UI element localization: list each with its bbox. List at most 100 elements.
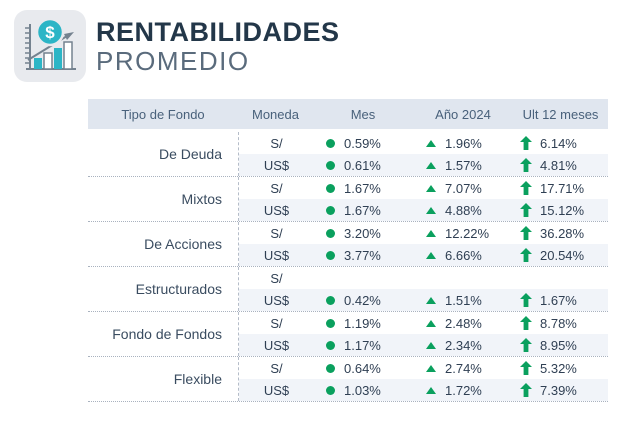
fund-name: De Acciones <box>144 236 222 252</box>
triangle-up-icon <box>426 296 436 304</box>
anio-cell: 2.74% <box>414 361 514 376</box>
arrow-up-icon <box>520 158 532 172</box>
currency-label: US$ <box>263 337 290 353</box>
ult-value: 15.12% <box>540 202 585 218</box>
triangle-up-icon <box>426 386 436 394</box>
mes-value: 1.67% <box>344 180 381 196</box>
anio-cell: 7.07% <box>414 181 514 196</box>
currency-label: US$ <box>263 382 290 398</box>
anio-cell: 1.51% <box>414 293 514 308</box>
ult-value: 4.81% <box>540 157 577 173</box>
green-dot-icon <box>326 228 335 238</box>
anio-cell: 1.57% <box>414 158 514 173</box>
table-row: US$ 3.77% 6.66% 20.54% <box>239 244 608 266</box>
anio-value: 2.48% <box>445 315 482 331</box>
anio-value: 2.74% <box>445 360 482 376</box>
col-header-moneda: Moneda <box>252 106 299 122</box>
anio-value: 6.66% <box>445 247 482 263</box>
fund-group-de-acciones: De Acciones S/ 3.20% 12.22% 36.28% US$ 3… <box>88 222 608 267</box>
ult-cell: 4.81% <box>514 158 609 173</box>
mes-cell: 3.77% <box>314 248 414 263</box>
anio-cell: 1.96% <box>414 136 514 151</box>
green-dot-icon <box>326 138 335 148</box>
anio-value: 7.07% <box>445 180 482 196</box>
green-dot-icon <box>326 160 335 170</box>
arrow-up-icon <box>520 203 532 217</box>
green-dot-icon <box>326 183 335 193</box>
mes-value: 0.64% <box>344 360 381 376</box>
fund-name: Fondo de Fondos <box>112 326 222 342</box>
anio-value: 1.51% <box>445 292 482 308</box>
currency-label: S/ <box>270 360 283 376</box>
triangle-up-icon <box>426 184 436 192</box>
ult-value: 8.95% <box>540 337 577 353</box>
dollar-bar-chart-icon: $ <box>14 10 86 82</box>
table-row: S/ <box>239 267 608 289</box>
arrow-up-icon <box>520 361 532 375</box>
ult-cell: 5.32% <box>514 361 609 376</box>
triangle-up-icon <box>426 139 436 147</box>
green-dot-icon <box>326 363 335 373</box>
col-header-tipo-de-fondo: Tipo de Fondo <box>121 106 205 122</box>
currency-label: US$ <box>263 292 290 308</box>
currency-label: S/ <box>270 225 283 241</box>
mes-cell: 0.59% <box>314 136 414 151</box>
ult-cell: 8.95% <box>514 338 609 353</box>
ult-cell: 6.14% <box>514 136 609 151</box>
table-header-row: Tipo de Fondo Moneda Mes Año 2024 Ult 12… <box>88 99 608 129</box>
fund-group-flexible: Flexible S/ 0.64% 2.74% 5.32% US$ 1.03% … <box>88 357 608 402</box>
ult-cell: 1.67% <box>514 293 609 308</box>
anio-cell: 4.88% <box>414 203 514 218</box>
anio-cell: 1.72% <box>414 383 514 398</box>
anio-value: 4.88% <box>445 202 482 218</box>
mes-value: 1.19% <box>344 315 381 331</box>
mes-cell: 0.61% <box>314 158 414 173</box>
ult-cell: 20.54% <box>514 248 609 263</box>
triangle-up-icon <box>426 251 436 259</box>
ult-cell: 15.12% <box>514 203 609 218</box>
table-row: US$ 1.03% 1.72% 7.39% <box>239 379 608 401</box>
anio-value: 2.34% <box>445 337 482 353</box>
mes-value: 3.20% <box>344 225 381 241</box>
col-header-mes: Mes <box>350 106 376 122</box>
currency-label: US$ <box>263 202 290 218</box>
green-dot-icon <box>326 295 335 305</box>
arrow-up-icon <box>520 136 532 150</box>
fund-name: Mixtos <box>181 191 222 207</box>
mes-cell: 3.20% <box>314 226 414 241</box>
fund-name: De Deuda <box>158 146 222 162</box>
returns-table: Tipo de Fondo Moneda Mes Año 2024 Ult 12… <box>88 99 608 402</box>
svg-text:$: $ <box>45 23 55 42</box>
mes-cell: 1.67% <box>314 181 414 196</box>
mes-cell: 1.03% <box>314 383 414 398</box>
ult-value: 1.67% <box>540 292 577 308</box>
table-row: S/ 0.59% 1.96% 6.14% <box>239 132 608 154</box>
table-row: US$ 0.42% 1.51% 1.67% <box>239 289 608 311</box>
mes-value: 3.77% <box>344 247 381 263</box>
ult-value: 36.28% <box>540 225 585 241</box>
table-body: De Deuda S/ 0.59% 1.96% 6.14% US$ 0.61% … <box>88 132 608 402</box>
anio-value: 1.72% <box>445 382 482 398</box>
green-dot-icon <box>326 340 335 350</box>
table-row: US$ 1.67% 4.88% 15.12% <box>239 199 608 221</box>
mes-cell: 0.42% <box>314 293 414 308</box>
ult-value: 7.39% <box>540 382 577 398</box>
ult-cell: 7.39% <box>514 383 609 398</box>
currency-label: S/ <box>270 180 283 196</box>
mes-value: 1.17% <box>344 337 381 353</box>
triangle-up-icon <box>426 161 436 169</box>
mes-value: 0.61% <box>344 157 381 173</box>
green-dot-icon <box>326 385 335 395</box>
ult-value: 20.54% <box>540 247 585 263</box>
green-dot-icon <box>326 250 335 260</box>
anio-cell: 6.66% <box>414 248 514 263</box>
title-line-2: PROMEDIO <box>96 45 250 76</box>
anio-cell: 2.34% <box>414 338 514 353</box>
currency-label: S/ <box>270 135 283 151</box>
arrow-up-icon <box>520 383 532 397</box>
ult-value: 17.71% <box>540 180 585 196</box>
triangle-up-icon <box>426 319 436 327</box>
fund-group-fondo-de-fondos: Fondo de Fondos S/ 1.19% 2.48% 8.78% US$… <box>88 312 608 357</box>
ult-cell: 36.28% <box>514 226 609 241</box>
mes-cell: 1.67% <box>314 203 414 218</box>
